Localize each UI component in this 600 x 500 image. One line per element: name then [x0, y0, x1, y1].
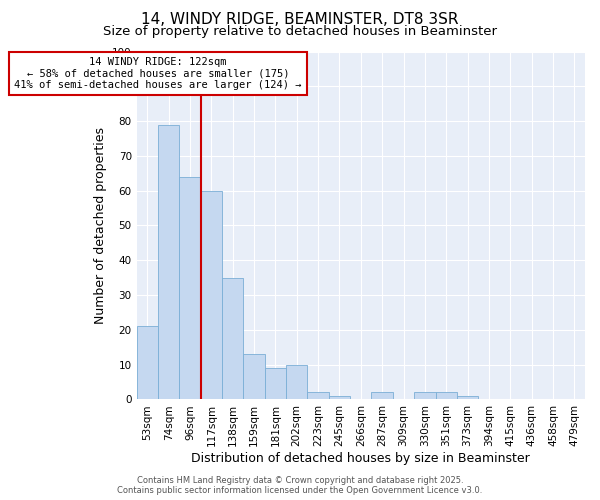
Bar: [265, 368, 286, 400]
Bar: [137, 326, 158, 400]
Bar: [457, 396, 478, 400]
Bar: [200, 190, 222, 400]
X-axis label: Distribution of detached houses by size in Beaminster: Distribution of detached houses by size …: [191, 452, 530, 465]
Bar: [436, 392, 457, 400]
Text: 14, WINDY RIDGE, BEAMINSTER, DT8 3SR: 14, WINDY RIDGE, BEAMINSTER, DT8 3SR: [141, 12, 459, 28]
Bar: [286, 364, 307, 400]
Bar: [158, 124, 179, 400]
Bar: [329, 396, 350, 400]
Bar: [244, 354, 265, 400]
Text: Size of property relative to detached houses in Beaminster: Size of property relative to detached ho…: [103, 25, 497, 38]
Text: Contains HM Land Registry data © Crown copyright and database right 2025.
Contai: Contains HM Land Registry data © Crown c…: [118, 476, 482, 495]
Bar: [414, 392, 436, 400]
Y-axis label: Number of detached properties: Number of detached properties: [94, 127, 107, 324]
Bar: [222, 278, 244, 400]
Bar: [307, 392, 329, 400]
Bar: [371, 392, 393, 400]
Bar: [179, 177, 200, 400]
Text: 14 WINDY RIDGE: 122sqm
← 58% of detached houses are smaller (175)
41% of semi-de: 14 WINDY RIDGE: 122sqm ← 58% of detached…: [14, 56, 302, 90]
